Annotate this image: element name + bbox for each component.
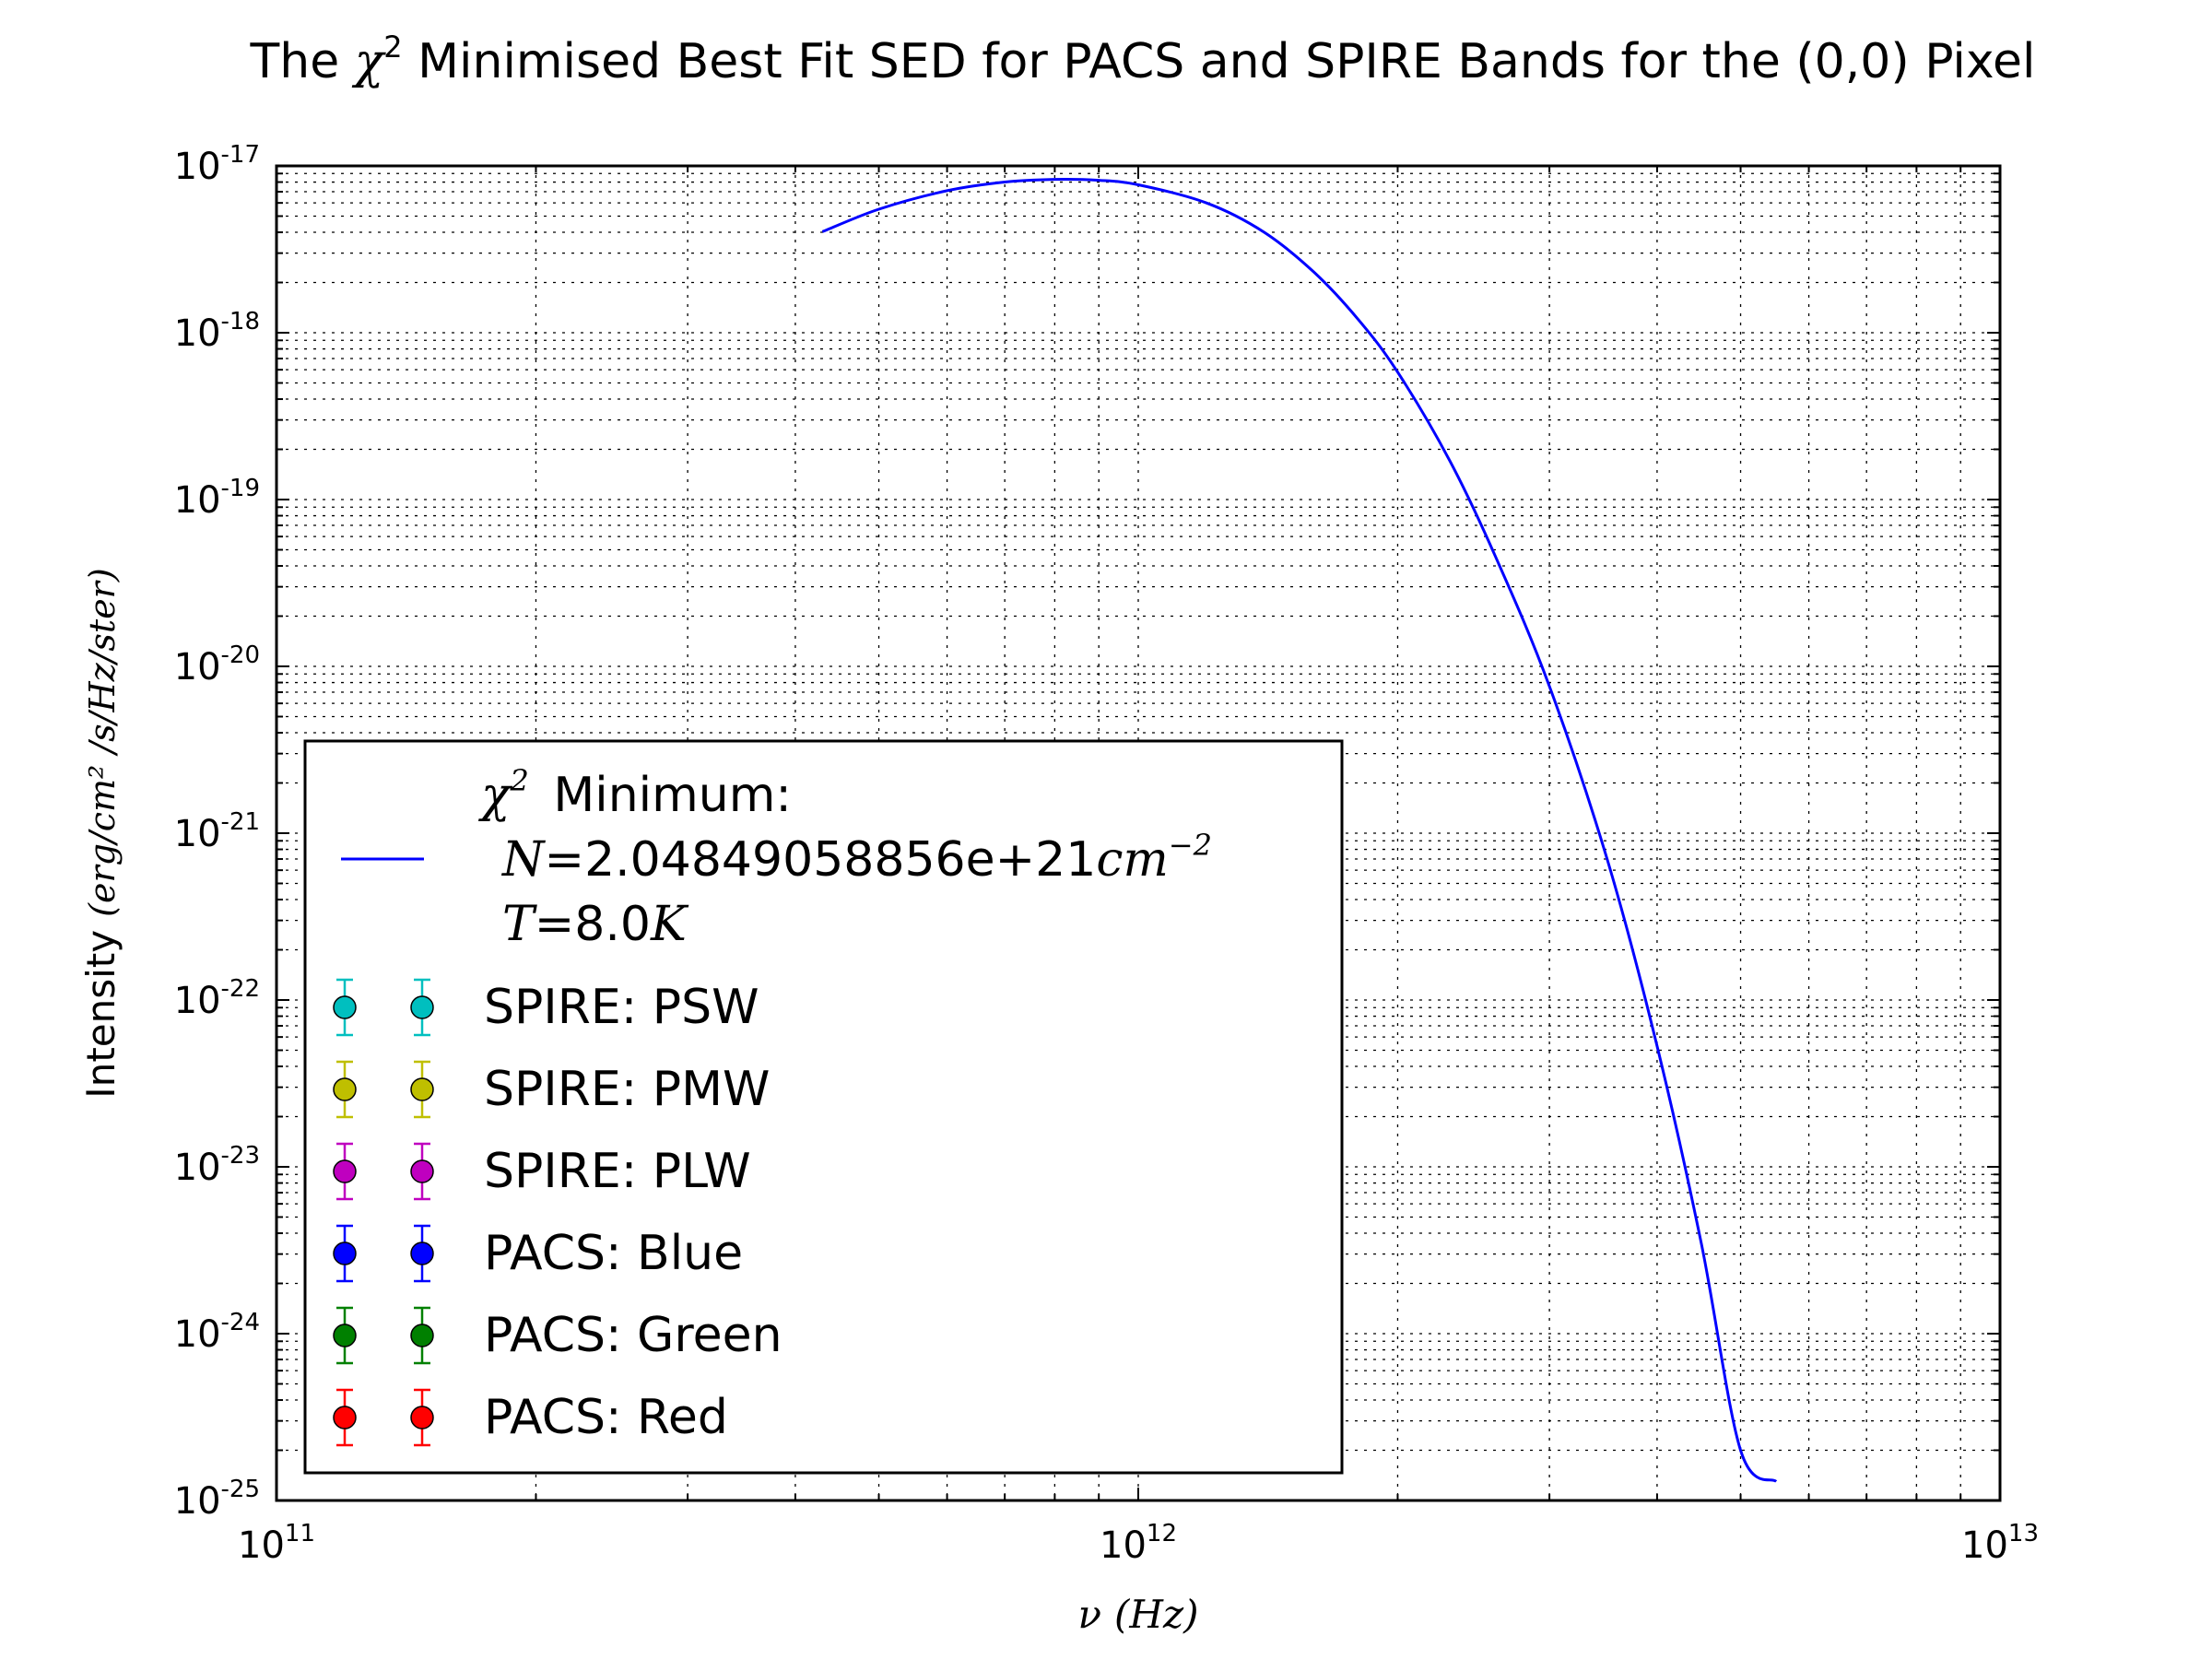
legend-fit-line2: N=2.04849058856e+21cm−2 [500, 828, 1212, 888]
legend-box [303, 739, 1344, 1475]
legend-n-symbol: N [500, 832, 546, 888]
title-prefix: The [250, 34, 355, 89]
y-tick-label-1e-24: 10-24 [174, 1309, 260, 1356]
legend-chi-symbol: χ [477, 768, 513, 823]
legend-label-pacs-red: PACS: Red [484, 1390, 728, 1445]
chart-title: The χ2 Minimised Best Fit SED for PACS a… [250, 29, 2036, 89]
legend-t-value: =8.0 [535, 897, 651, 952]
legend-marker-pacs-red-2 [410, 1388, 434, 1447]
y-tick-label-1e-20: 10-20 [174, 641, 260, 688]
axes-frame [275, 164, 2002, 1502]
legend-label-pacs-green: PACS: Green [484, 1308, 782, 1363]
y-axis-word: Intensity [78, 930, 124, 1099]
y-tick-labels: 10-17 10-18 10-19 10-20 10-21 10-22 10-2… [174, 141, 260, 1523]
series-group [821, 177, 1778, 1483]
legend-marker-spire-psw-1 [333, 978, 357, 1037]
legend-marker-pacs-green-1 [333, 1306, 357, 1365]
best-fit-sed-line [821, 177, 1778, 1483]
y-tick-label-1e-17: 10-17 [174, 141, 260, 188]
legend-n-unit: cm [1096, 832, 1168, 888]
legend-marker-pacs-blue-1 [333, 1224, 357, 1283]
legend-marker-spire-psw-2 [410, 978, 434, 1037]
legend-marker-pacs-green-2 [410, 1306, 434, 1365]
legend-minimum-text: Minimum: [538, 768, 792, 823]
y-axis-unit: (erg/cm² /s/Hz/ster) [82, 568, 123, 917]
x-axis-symbol: ν [1077, 1592, 1101, 1637]
y-tick-label-1e-22: 10-22 [174, 975, 260, 1022]
x-axis-unit: (Hz) [1114, 1592, 1199, 1637]
legend-t-unit: K [650, 897, 689, 952]
legend-marker-spire-pmw-2 [410, 1060, 434, 1119]
x-tick-label-1e11: 1011 [238, 1520, 315, 1567]
y-tick-label-1e-21: 10-21 [174, 808, 260, 855]
y-tick-label-1e-19: 10-19 [174, 475, 260, 522]
legend-label-pacs-blue: PACS: Blue [484, 1226, 743, 1281]
legend-chi-sup: 2 [510, 763, 529, 798]
legend-label-spire-plw: SPIRE: PLW [484, 1144, 751, 1199]
title-chi-sup: 2 [383, 29, 402, 65]
x-tick-label-1e12: 1012 [1100, 1520, 1177, 1567]
legend-marker-pacs-red-1 [333, 1388, 357, 1447]
y-tick-label-1e-18: 10-18 [174, 308, 260, 355]
legend-label-spire-pmw: SPIRE: PMW [484, 1062, 770, 1117]
legend-fit-line1: χ2 Minimum: [477, 763, 792, 823]
legend: χ2 Minimum: N=2.04849058856e+21cm−2 T=8.… [303, 739, 1344, 1475]
legend-n-unit-sup: −2 [1169, 828, 1212, 863]
title-suffix: Minimised Best Fit SED for PACS and SPIR… [403, 34, 2036, 89]
x-tick-labels: 1011 1012 1013 [238, 1520, 2039, 1567]
title-chi-symbol: χ [351, 34, 387, 89]
legend-label-spire-psw: SPIRE: PSW [484, 980, 759, 1035]
y-tick-label-1e-23: 10-23 [174, 1142, 260, 1189]
legend-marker-spire-pmw-1 [333, 1060, 357, 1119]
legend-markers [333, 978, 434, 1447]
y-tick-label-1e-25: 10-25 [174, 1476, 260, 1523]
x-tick-label-1e13: 1013 [1961, 1520, 2039, 1567]
legend-fit-line3: T=8.0K [502, 897, 689, 952]
legend-marker-spire-plw-1 [333, 1142, 357, 1201]
legend-n-value: =2.04849058856e+21 [545, 832, 1097, 888]
legend-t-symbol: T [502, 897, 537, 952]
x-axis-label: ν (Hz) [1077, 1592, 1198, 1637]
legend-marker-pacs-blue-2 [410, 1224, 434, 1283]
y-axis-label: Intensity (erg/cm² /s/Hz/ster) [78, 568, 124, 1098]
legend-marker-spire-plw-2 [410, 1142, 434, 1201]
